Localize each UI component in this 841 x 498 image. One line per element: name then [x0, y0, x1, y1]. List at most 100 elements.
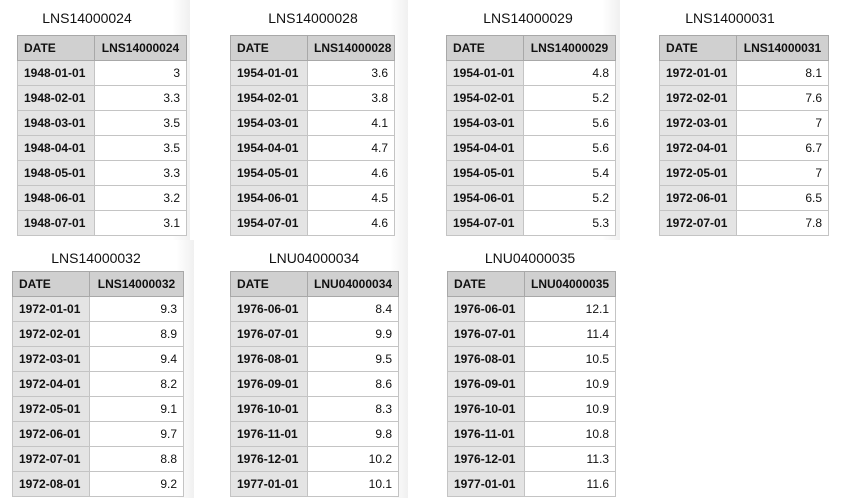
value-cell: 9.2: [89, 471, 184, 497]
value-cell: 8.8: [89, 446, 184, 472]
date-cell: 1954-03-01: [446, 110, 524, 136]
date-cell: 1972-02-01: [12, 321, 90, 347]
table-row: 1954-02-01 5.2: [446, 85, 616, 111]
table-row: 1972-04-01 6.7: [659, 135, 829, 161]
date-cell: 1972-06-01: [12, 421, 90, 447]
date-cell: 1954-07-01: [230, 210, 308, 236]
value-cell: 9.5: [307, 346, 399, 372]
data-table: DATE LNU04000034 1976-06-01 8.4 1976-07-0…: [230, 271, 399, 497]
date-cell: 1972-05-01: [12, 396, 90, 422]
value-cell: 4.1: [307, 110, 395, 136]
table-panel-2: LNS14000028 DATE LNS14000028 1954-01-01 3…: [214, 0, 408, 240]
value-cell: 8.6: [307, 371, 399, 397]
table-panel-4: LNS14000031 DATE LNS14000031 1972-01-01 8…: [644, 0, 841, 240]
value-cell: 9.4: [89, 346, 184, 372]
column-header-date: DATE: [12, 271, 90, 297]
table-panel-3: LNS14000029 DATE LNS14000029 1954-01-01 4…: [430, 0, 620, 240]
value-cell: 4.6: [307, 160, 395, 186]
date-cell: 1972-01-01: [659, 60, 737, 86]
table-row: 1972-07-01 8.8: [12, 446, 184, 472]
data-table: DATE LNS14000028 1954-01-01 3.6 1954-02-0…: [230, 35, 395, 236]
date-cell: 1972-04-01: [659, 135, 737, 161]
column-header-date: DATE: [230, 271, 308, 297]
date-cell: 1976-07-01: [447, 321, 525, 347]
column-header-date: DATE: [446, 35, 524, 61]
date-cell: 1972-02-01: [659, 85, 737, 111]
date-cell: 1954-06-01: [446, 185, 524, 211]
table-row: 1948-03-01 3.5: [17, 110, 187, 136]
value-cell: 9.7: [89, 421, 184, 447]
value-cell: 3.6: [307, 60, 395, 86]
header-row: DATE LNS14000024: [17, 35, 187, 61]
value-cell: 10.9: [524, 371, 616, 397]
column-header-value: LNS14000032: [89, 271, 184, 297]
date-cell: 1972-07-01: [12, 446, 90, 472]
table-row: 1954-07-01 5.3: [446, 210, 616, 236]
date-cell: 1972-07-01: [659, 210, 737, 236]
table-row: 1948-06-01 3.2: [17, 185, 187, 211]
table-row: 1977-01-01 10.1: [230, 471, 399, 497]
column-header-value: LNU04000035: [524, 271, 616, 297]
table-row: 1972-03-01 9.4: [12, 346, 184, 372]
data-table: DATE LNS14000031 1972-01-01 8.1 1972-02-0…: [659, 35, 829, 236]
value-cell: 3.5: [94, 135, 187, 161]
table-row: 1976-09-01 10.9: [447, 371, 616, 397]
value-cell: 6.7: [736, 135, 829, 161]
date-cell: 1976-10-01: [447, 396, 525, 422]
value-cell: 5.6: [523, 135, 616, 161]
value-cell: 8.4: [307, 296, 399, 322]
table-row: 1948-05-01 3.3: [17, 160, 187, 186]
table-row: 1954-01-01 3.6: [230, 60, 395, 86]
table-row: 1972-05-01 9.1: [12, 396, 184, 422]
date-cell: 1954-02-01: [446, 85, 524, 111]
value-cell: 8.9: [89, 321, 184, 347]
data-table: DATE LNS14000024 1948-01-01 3 1948-02-01 3…: [17, 35, 187, 236]
value-cell: 10.1: [307, 471, 399, 497]
table-title: LNS14000028: [268, 10, 358, 26]
table-row: 1948-04-01 3.5: [17, 135, 187, 161]
column-header-date: DATE: [447, 271, 525, 297]
table-row: 1972-01-01 9.3: [12, 296, 184, 322]
date-cell: 1954-01-01: [446, 60, 524, 86]
table-title: LNU04000035: [484, 250, 576, 266]
date-cell: 1972-03-01: [659, 110, 737, 136]
table-row: 1976-11-01 10.8: [447, 421, 616, 447]
table-row: 1976-12-01 11.3: [447, 446, 616, 472]
value-cell: 5.2: [523, 85, 616, 111]
table-row: 1976-09-01 8.6: [230, 371, 399, 397]
table-row: 1972-08-01 9.2: [12, 471, 184, 497]
date-cell: 1954-04-01: [446, 135, 524, 161]
table-row: 1972-03-01 7: [659, 110, 829, 136]
date-cell: 1976-10-01: [230, 396, 308, 422]
value-cell: 10.9: [524, 396, 616, 422]
value-cell: 5.4: [523, 160, 616, 186]
date-cell: 1976-11-01: [230, 421, 308, 447]
data-table: DATE LNU04000035 1976-06-01 12.1 1976-07-…: [447, 271, 616, 497]
date-cell: 1954-06-01: [230, 185, 308, 211]
date-cell: 1972-08-01: [12, 471, 90, 497]
table-row: 1948-01-01 3: [17, 60, 187, 86]
value-cell: 4.6: [307, 210, 395, 236]
table-row: 1976-08-01 9.5: [230, 346, 399, 372]
date-cell: 1948-01-01: [17, 60, 95, 86]
header-row: DATE LNU04000035: [447, 271, 616, 297]
table-row: 1954-07-01 4.6: [230, 210, 395, 236]
table-row: 1954-03-01 4.1: [230, 110, 395, 136]
table-row: 1976-12-01 10.2: [230, 446, 399, 472]
table-row: 1972-05-01 7: [659, 160, 829, 186]
date-cell: 1954-04-01: [230, 135, 308, 161]
value-cell: 8.2: [89, 371, 184, 397]
table-row: 1954-05-01 5.4: [446, 160, 616, 186]
value-cell: 3.1: [94, 210, 187, 236]
table-row: 1977-01-01 11.6: [447, 471, 616, 497]
value-cell: 5.6: [523, 110, 616, 136]
table-row: 1972-02-01 8.9: [12, 321, 184, 347]
date-cell: 1972-01-01: [12, 296, 90, 322]
header-row: DATE LNS14000029: [446, 35, 616, 61]
table-row: 1976-10-01 8.3: [230, 396, 399, 422]
table-row: 1954-02-01 3.8: [230, 85, 395, 111]
value-cell: 4.5: [307, 185, 395, 211]
table-title: LNU04000034: [268, 250, 360, 266]
table-title: LNS14000032: [51, 250, 141, 266]
table-panel-5: LNS14000032 DATE LNS14000032 1972-01-01 9…: [0, 240, 194, 498]
